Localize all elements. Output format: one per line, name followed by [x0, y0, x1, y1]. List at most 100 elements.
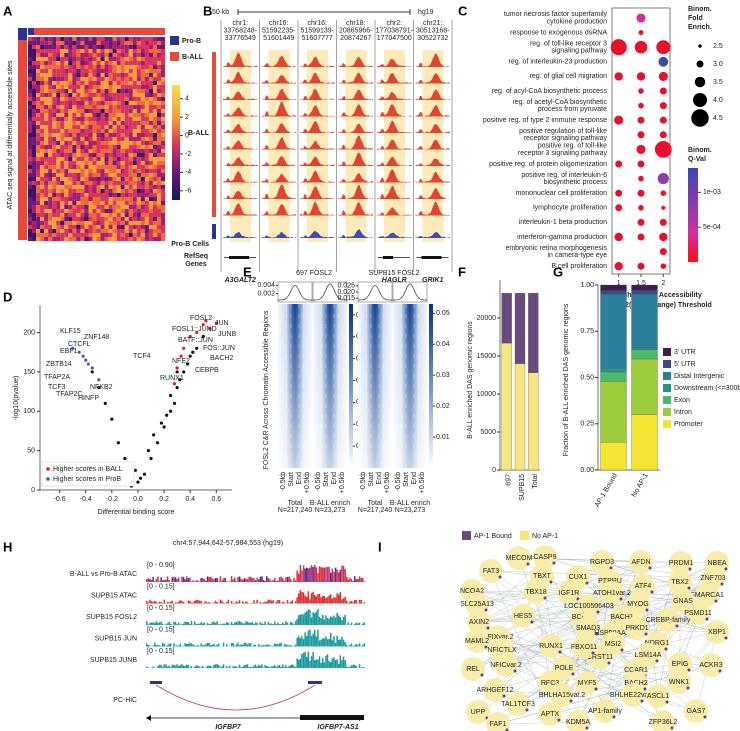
legend-dot: [693, 93, 707, 107]
heatmap-cell: [97, 97, 101, 101]
heatmap-cell: [48, 169, 52, 173]
signal-bar: [247, 644, 249, 646]
heatmap-cell: [76, 53, 80, 57]
heatmap-cell: [125, 101, 129, 105]
signal-bar: [202, 666, 204, 668]
signal-bar: [213, 603, 215, 604]
heatmap-cell: [92, 69, 96, 73]
legend-title: Enrich.: [688, 24, 712, 31]
heatmap-cell: [141, 225, 145, 229]
signal-bar: [290, 645, 292, 646]
legend-title: Q-Val: [688, 156, 706, 163]
node-dot: [715, 600, 718, 603]
heatmap-cell: [149, 197, 153, 201]
y-tick-label: 20000: [477, 315, 497, 322]
signal-bar: [255, 603, 256, 604]
signal-bar: [311, 656, 313, 668]
node-label: MYOG: [627, 601, 648, 608]
heatmap-cell: [72, 181, 76, 185]
heatmap-cell: [32, 77, 36, 81]
heatmap-cell: [113, 145, 117, 149]
heatmap-cell: [121, 185, 125, 189]
heatmap-cell: [125, 89, 129, 93]
scale-label: 50 kb: [212, 9, 229, 16]
heatmap-cell: [76, 57, 80, 61]
heatmap-cell: [117, 109, 121, 113]
signal-bar: [239, 600, 241, 603]
heatmap-cell: [32, 125, 36, 129]
heatmap-cell: [76, 145, 80, 149]
heatmap-cell: [80, 81, 84, 85]
signal-bar: [224, 624, 226, 625]
heatmap-cell: [56, 97, 60, 101]
heatmap-cell: [149, 69, 153, 73]
heatmap-cell: [60, 125, 64, 129]
heatmap-cell: [72, 57, 76, 61]
bar-segment: [515, 293, 525, 363]
legend-swatch: [663, 408, 671, 416]
heatmap-cell: [60, 173, 64, 177]
heatmap-cell: [48, 73, 52, 77]
heatmap-cell: [113, 157, 117, 161]
signal-bar: [325, 567, 327, 582]
heatmap-cell: [72, 37, 76, 41]
heatmap-cell: [137, 49, 141, 53]
signal-bar: [263, 602, 265, 603]
signal-bar: [333, 572, 335, 582]
heatmap-cell: [157, 225, 161, 229]
heatmap-cell: [92, 141, 96, 145]
signal-bar: [204, 645, 206, 646]
heatmap-cell: [28, 189, 32, 193]
heatmap-cell: [88, 205, 92, 209]
heatmap-cell: [92, 41, 96, 45]
heatmap-cell: [129, 125, 133, 129]
heatmap-cell: [48, 49, 52, 53]
heatmap-cell: [161, 61, 165, 65]
heatmap-cell: [161, 225, 165, 229]
signal-bar: [228, 623, 230, 625]
heatmap-cell: [153, 49, 157, 53]
legend-swatch: [663, 360, 671, 368]
signal-bar: [256, 623, 258, 625]
heatmap-cell: [101, 97, 105, 101]
heatmap-cell: [84, 89, 88, 93]
signal-bar: [154, 581, 156, 582]
signal-bar: [271, 581, 273, 582]
dot: [661, 263, 667, 269]
heatmap-cell: [48, 177, 52, 181]
heatmap-cell: [113, 177, 117, 181]
heatmap-cell: [88, 201, 92, 205]
heatmap-cell: [52, 145, 56, 149]
node-label: AP1-family: [588, 708, 622, 715]
signal-bar: [178, 577, 180, 582]
signal-bar: [357, 623, 359, 625]
heatmap-cell: [84, 125, 88, 129]
heatmap-cell: [101, 213, 105, 217]
node-dot: [553, 562, 556, 565]
heatmap-cell: [125, 137, 129, 141]
signal-bar: [252, 578, 254, 582]
heatmap-cell: [60, 233, 64, 237]
signal-bar: [354, 624, 356, 625]
signal-bar: [304, 612, 306, 625]
signal-bar: [220, 667, 222, 668]
heatmap-cell: [109, 113, 113, 117]
heatmap-cell: [121, 149, 125, 153]
heatmap-cell: [157, 169, 161, 173]
heatmap-cell: [109, 145, 113, 149]
heatmap-cell: [40, 225, 44, 229]
point: [87, 362, 90, 365]
signal-bar: [167, 576, 169, 582]
heatmap-cell: [125, 85, 129, 89]
bar-segment: [601, 381, 627, 442]
heatmap-cell: [72, 185, 76, 189]
heatmap-cell: [117, 217, 121, 221]
signal-bar: [212, 667, 214, 668]
heatmap-cell: [133, 61, 137, 65]
signal-bar: [239, 621, 241, 625]
heatmap-cell: [64, 41, 68, 45]
signal-bar: [205, 581, 207, 582]
node-dot: [688, 669, 691, 672]
heatmap-cell: [129, 117, 133, 121]
point-annotation: NFE2: [172, 358, 190, 365]
